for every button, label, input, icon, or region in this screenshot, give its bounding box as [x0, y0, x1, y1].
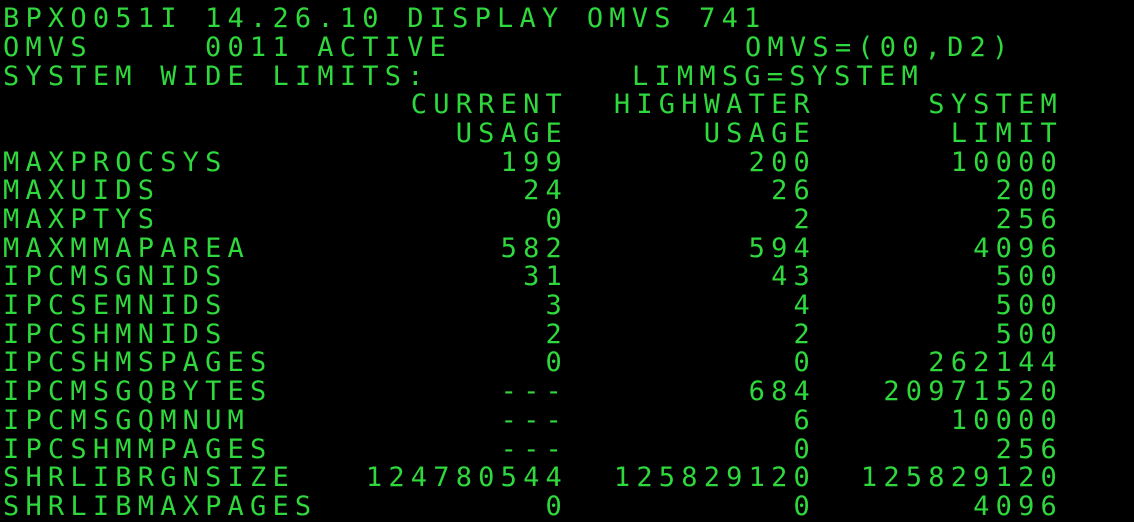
message-line: BPXO051I 14.26.10 DISPLAY OMVS 741: [0, 4, 1134, 33]
current-usage: 582: [500, 232, 568, 264]
col-highwater-2: USAGE: [703, 118, 816, 149]
current-usage: 0: [545, 490, 568, 522]
col-current-2: USAGE: [455, 118, 568, 149]
table-row: IPCMSGNIDS 31 43 500: [0, 262, 1134, 291]
limit-name: IPCSEMNIDS: [3, 290, 228, 321]
limit-name: IPCSHMMPAGES: [3, 433, 273, 465]
highwater-usage: 6: [793, 404, 816, 436]
table-row: IPCMSGQMNUM --- 6 10000: [0, 406, 1134, 435]
table-row: MAXPTYS 0 2 256: [0, 205, 1134, 234]
highwater-usage: 684: [748, 376, 816, 408]
highwater-usage: 4: [793, 290, 816, 321]
system-limit: 20971520: [883, 376, 1063, 408]
table-row: MAXUIDS 24 26 200: [0, 176, 1134, 205]
column-header-1: CURRENT HIGHWATER SYSTEM: [0, 90, 1134, 119]
highwater-usage: 594: [748, 232, 816, 264]
system-limit: 500: [995, 261, 1063, 293]
current-usage: ---: [500, 376, 568, 408]
status-text: 0011 ACTIVE: [205, 32, 453, 63]
table-row: SHRLIBMAXPAGES 0 0 4096: [0, 492, 1134, 521]
current-usage: 31: [523, 261, 568, 293]
highwater-usage: 0: [793, 433, 816, 465]
limit-name: IPCMSGQBYTES: [3, 376, 273, 408]
highwater-usage: 2: [793, 318, 816, 350]
limmsg: LIMMSG=SYSTEM: [632, 61, 924, 92]
limit-name: MAXPROCSYS: [3, 146, 228, 178]
limit-name: IPCMSGQMNUM: [3, 404, 251, 436]
highwater-usage: 125829120: [613, 462, 816, 494]
limits-line: SYSTEM WIDE LIMITS: LIMMSG=SYSTEM: [0, 62, 1134, 91]
limit-name: SHRLIBRGNSIZE: [3, 462, 295, 494]
limits-label: SYSTEM WIDE LIMITS:: [3, 61, 430, 92]
system-limit: 125829120: [860, 462, 1063, 494]
table-row: IPCSHMMPAGES --- 0 256: [0, 435, 1134, 464]
table-row: MAXPROCSYS 199 200 10000: [0, 148, 1134, 177]
col-highwater-1: HIGHWATER: [613, 89, 816, 120]
limit-name: IPCSHMNIDS: [3, 318, 228, 350]
current-usage: 0: [545, 203, 568, 235]
limit-name: IPCSHMSPAGES: [3, 347, 273, 379]
omvs-label: OMVS: [3, 32, 93, 63]
column-header-2: USAGE USAGE LIMIT: [0, 119, 1134, 148]
system-limit: 500: [995, 318, 1063, 350]
system-limit: 10000: [950, 404, 1063, 436]
table-row: IPCSHMSPAGES 0 0 262144: [0, 348, 1134, 377]
system-limit: 10000: [950, 146, 1063, 178]
table-row: MAXMMAPAREA 582 594 4096: [0, 234, 1134, 263]
table-row: IPCMSGQBYTES --- 684 20971520: [0, 377, 1134, 406]
current-usage: 3: [545, 290, 568, 321]
table-row: IPCSHMNIDS 2 2 500: [0, 320, 1134, 349]
system-limit: 4096: [973, 232, 1063, 264]
current-usage: 199: [500, 146, 568, 178]
omvs-parm: OMVS=(00,D2): [745, 32, 1015, 63]
current-usage: 2: [545, 318, 568, 350]
highwater-usage: 43: [771, 261, 816, 293]
system-limit: 500: [995, 290, 1063, 321]
table-row: IPCSEMNIDS 3 4 500: [0, 291, 1134, 320]
highwater-usage: 2: [793, 203, 816, 235]
current-usage: 0: [545, 347, 568, 379]
highwater-usage: 0: [793, 347, 816, 379]
limit-name: IPCMSGNIDS: [3, 261, 228, 293]
message-header: BPXO051I 14.26.10 DISPLAY OMVS 741: [3, 3, 767, 34]
status-line: OMVS 0011 ACTIVE OMVS=(00,D2): [0, 33, 1134, 62]
limit-name: MAXMMAPAREA: [3, 232, 251, 264]
col-limit-2: LIMIT: [950, 118, 1063, 149]
col-current-1: CURRENT: [410, 89, 568, 120]
system-limit: 256: [995, 203, 1063, 235]
system-limit: 262144: [928, 347, 1063, 379]
limit-name: MAXPTYS: [3, 203, 161, 235]
col-limit-1: SYSTEM: [928, 89, 1063, 120]
limit-name: MAXUIDS: [3, 175, 161, 207]
highwater-usage: 26: [771, 175, 816, 207]
table-row: SHRLIBRGNSIZE 124780544 125829120 125829120: [0, 463, 1134, 492]
current-usage: 124780544: [365, 462, 568, 494]
highwater-usage: 200: [748, 146, 816, 178]
system-limit: 256: [995, 433, 1063, 465]
current-usage: ---: [500, 433, 568, 465]
system-limit: 200: [995, 175, 1063, 207]
highwater-usage: 0: [793, 490, 816, 522]
limit-name: SHRLIBMAXPAGES: [3, 490, 318, 522]
current-usage: 24: [523, 175, 568, 207]
system-limit: 4096: [973, 490, 1063, 522]
current-usage: ---: [500, 404, 568, 436]
